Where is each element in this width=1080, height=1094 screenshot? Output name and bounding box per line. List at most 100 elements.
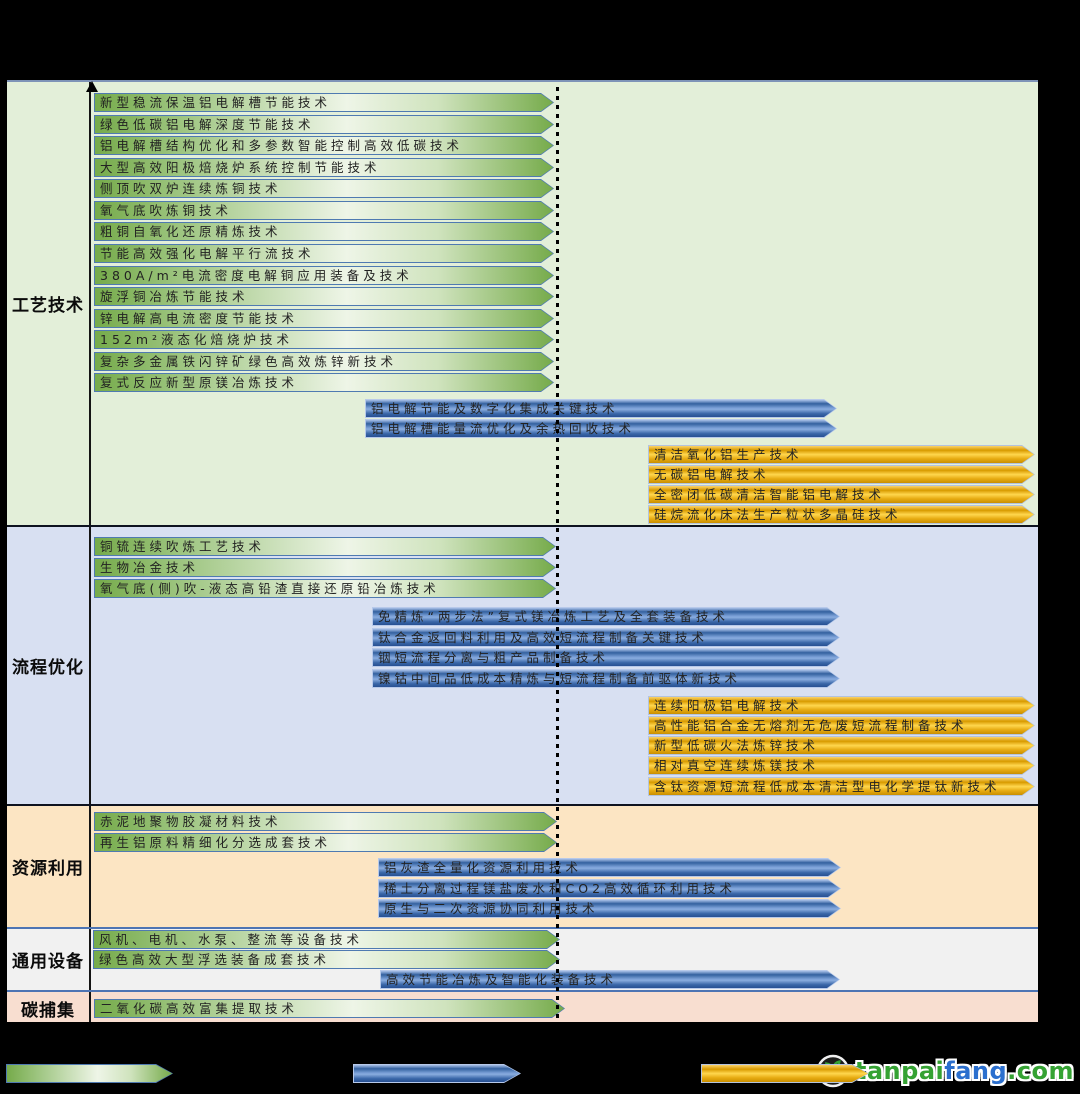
blue-phase-arrow-fill	[354, 1065, 520, 1082]
tech-bar-fill	[95, 223, 553, 240]
tech-bar: 铝灰渣全量化资源利用技术	[378, 858, 841, 877]
tech-bar: 152m²液态化焙烧炉技术	[94, 330, 554, 349]
green-phase-arrow	[6, 1064, 173, 1083]
tech-bar-label: 钛合金返回料利用及高效短流程制备关键技术	[378, 630, 709, 645]
tech-bar-label: 复杂多金属铁闪锌矿绿色高效炼锌新技术	[100, 354, 398, 369]
tech-bar-fill	[95, 1000, 564, 1017]
watermark-text-part: tanpai	[854, 1057, 945, 1085]
tech-bar-label: 绿色低碳铝电解深度节能技术	[100, 117, 315, 132]
tech-bar-fill	[95, 288, 553, 305]
tech-bar: 氧气底吹炼铜技术	[94, 201, 554, 220]
tech-bar-label: 高效节能冶炼及智能化装备技术	[386, 972, 618, 987]
tech-bar: 二氧化碳高效富集提取技术	[94, 999, 565, 1018]
watermark-text: tanpaifang.com	[855, 1057, 1074, 1085]
tech-bar-label: 铜锍连续吹炼工艺技术	[100, 539, 266, 554]
tech-bar-label: 生物冶金技术	[100, 560, 200, 575]
tech-bar-label: 侧顶吹双炉连续炼铜技术	[100, 181, 282, 196]
tech-bar: 高性能铝合金无熔剂无危废短流程制备技术	[648, 716, 1035, 735]
tech-bar-label: 再生铝原料精细化分选成套技术	[100, 835, 332, 850]
tech-bar: 赤泥地聚物胶凝材料技术	[94, 812, 557, 831]
tech-bar-fill	[95, 267, 553, 284]
tech-bar-fill	[95, 94, 553, 111]
tech-bar: 氧气底(侧)吹-液态高铅渣直接还原铅冶炼技术	[94, 579, 556, 598]
tech-bar-label: 大型高效阳极焙烧炉系统控制节能技术	[100, 160, 381, 175]
tech-bar-label: 旋浮铜冶炼节能技术	[100, 289, 249, 304]
tech-bar-fill	[95, 137, 553, 154]
tech-bar-label: 铝电解槽能量流优化及余热回收技术	[371, 421, 636, 436]
tech-bar-fill	[95, 202, 553, 219]
tech-bar-fill	[95, 538, 555, 555]
tech-bar-fill	[379, 880, 840, 897]
tech-bar-label: 新型低碳火法炼锌技术	[654, 738, 820, 753]
blue-phase-arrow	[353, 1064, 521, 1083]
title-band	[0, 0, 1080, 80]
tech-bar-fill	[95, 310, 553, 327]
tech-bar-fill	[95, 813, 556, 830]
tech-bar-label: 铝电解节能及数字化集成关键技术	[371, 401, 619, 416]
tech-bar: 新型低碳火法炼锌技术	[648, 736, 1035, 755]
watermark-text-part: .com	[1007, 1057, 1074, 1085]
section-label-liuchengyouhua: 流程优化	[7, 527, 91, 804]
tech-bar-fill	[95, 180, 553, 197]
tech-bar: 大型高效阳极焙烧炉系统控制节能技术	[94, 158, 554, 177]
tech-bar: 绿色高效大型浮选装备成套技术	[93, 950, 560, 969]
tech-bar-label: 铝电解槽结构优化和多参数智能控制高效低碳技术	[100, 138, 464, 153]
tech-bar-fill	[95, 353, 553, 370]
tech-bar-label: 铟短流程分离与粗产品制备技术	[378, 650, 610, 665]
tech-bar-fill	[649, 446, 1034, 463]
tech-bar-fill	[95, 374, 553, 391]
tech-bar-fill	[381, 971, 839, 988]
tech-bar-fill	[373, 629, 839, 646]
tech-bar: 旋浮铜冶炼节能技术	[94, 287, 554, 306]
tech-bar-label: 相对真空连续炼镁技术	[654, 758, 820, 773]
tech-bar-label: 二氧化碳高效富集提取技术	[100, 1001, 299, 1016]
tech-bar-fill	[379, 859, 840, 876]
tech-bar-label: 380A/m²电流密度电解铜应用装备及技术	[100, 268, 413, 283]
roadmap-frame: 工艺技术 流程优化 资源利用 通用设备 碳捕集 新型稳流保温铝电解槽节能技术 绿色低碳铝电解…	[7, 80, 1038, 1024]
tech-bar-fill	[649, 506, 1034, 523]
tech-bar: 全密闭低碳清洁智能铝电解技术	[648, 485, 1035, 504]
tech-bar: 相对真空连续炼镁技术	[648, 756, 1035, 775]
tech-bar: 风机、电机、水泵、整流等设备技术	[93, 930, 560, 949]
tech-bar-label: 风机、电机、水泵、整流等设备技术	[99, 932, 364, 947]
tech-bar: 铟短流程分离与粗产品制备技术	[372, 648, 840, 667]
orange-phase-arrow-fill	[702, 1065, 868, 1082]
section-label-ziyuanliyong: 资源利用	[7, 806, 91, 927]
tech-bar: 硅烷流化床法生产粒状多晶硅技术	[648, 505, 1035, 524]
tech-bar: 侧顶吹双炉连续炼铜技术	[94, 179, 554, 198]
legend-band: tanpaifang.com	[0, 1022, 1080, 1094]
tech-bar: 复式反应新型原镁冶炼技术	[94, 373, 554, 392]
tech-bar-fill	[95, 245, 553, 262]
tech-bar-fill	[373, 649, 839, 666]
tech-bar: 无碳铝电解技术	[648, 465, 1035, 484]
tech-bar: 镍钴中间品低成本精炼与短流程制备前驱体新技术	[372, 669, 840, 688]
tech-bar-fill	[649, 778, 1034, 795]
tech-bar: 含钛资源短流程低成本清洁型电化学提钛新技术	[648, 777, 1035, 796]
tech-bar-fill	[366, 420, 836, 437]
tech-bar-fill	[94, 951, 559, 968]
tech-bar-fill	[649, 717, 1034, 734]
tech-bar: 绿色低碳铝电解深度节能技术	[94, 115, 554, 134]
tech-bar-label: 镍钴中间品低成本精炼与短流程制备前驱体新技术	[378, 671, 742, 686]
tech-bar-label: 锌电解高电流密度节能技术	[100, 311, 299, 326]
tech-bar: 连续阳极铝电解技术	[648, 696, 1035, 715]
tech-bar: 铝电解槽结构优化和多参数智能控制高效低碳技术	[94, 136, 554, 155]
tech-bar-label: 高性能铝合金无熔剂无危废短流程制备技术	[654, 718, 968, 733]
tech-bar-fill	[94, 931, 559, 948]
tech-bar: 钛合金返回料利用及高效短流程制备关键技术	[372, 628, 840, 647]
tech-bar-label: 原生与二次资源协同利用技术	[384, 901, 599, 916]
tech-bar-fill	[649, 737, 1034, 754]
tech-bar: 新型稳流保温铝电解槽节能技术	[94, 93, 554, 112]
timeline-divider-line	[556, 87, 559, 1020]
tech-bar: 铜锍连续吹炼工艺技术	[94, 537, 556, 556]
tech-bar-fill	[649, 757, 1034, 774]
tech-bar-label: 绿色高效大型浮选装备成套技术	[99, 952, 331, 967]
section-label-tanbuji: 碳捕集	[7, 992, 91, 1024]
tech-bar: 清洁氧化铝生产技术	[648, 445, 1035, 464]
tech-bar-fill	[95, 834, 556, 851]
tech-bar-label: 152m²液态化焙烧炉技术	[100, 332, 294, 347]
tech-bar-label: 节能高效强化电解平行流技术	[100, 246, 315, 261]
tech-bar-fill	[373, 608, 839, 625]
tech-bar-label: 复式反应新型原镁冶炼技术	[100, 375, 299, 390]
